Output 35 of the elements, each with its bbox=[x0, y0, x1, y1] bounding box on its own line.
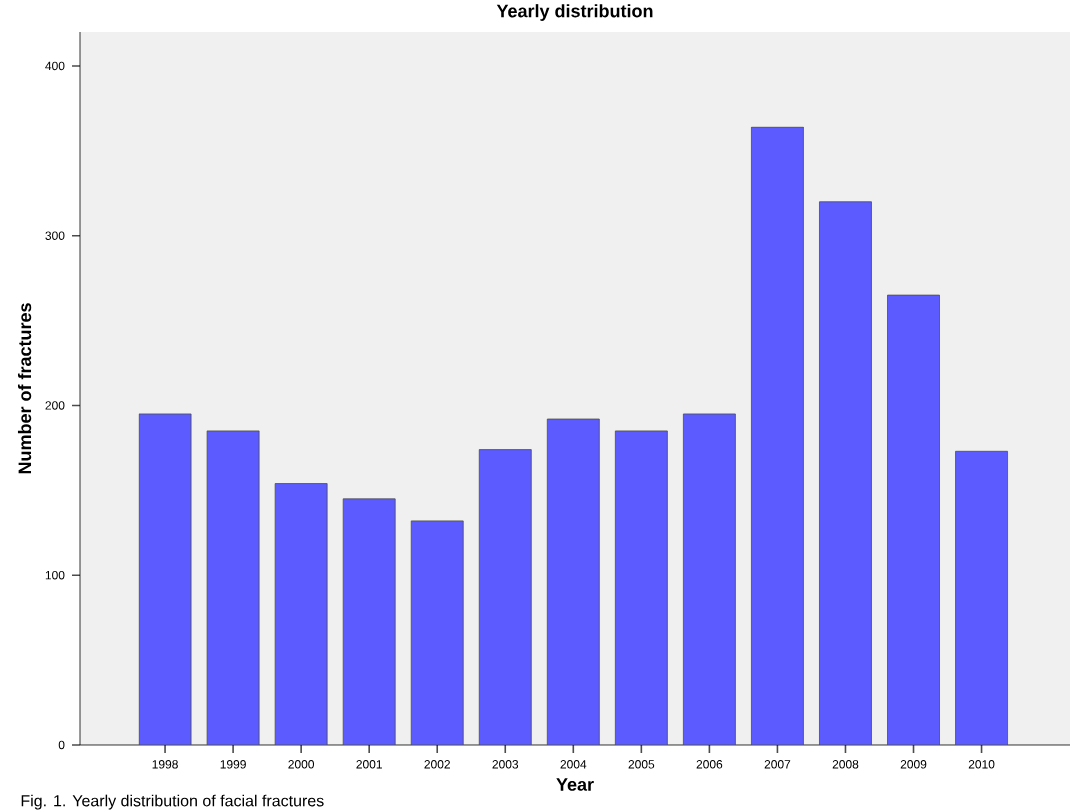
bar bbox=[342, 498, 396, 745]
x-tick-label: 2001 bbox=[356, 760, 382, 769]
x-tick-label: 2000 bbox=[288, 760, 315, 769]
y-tick-label: 400 bbox=[45, 61, 65, 71]
y-axis-title: Number of fractures bbox=[17, 303, 32, 474]
bar bbox=[410, 520, 464, 745]
x-tick-label: 2002 bbox=[424, 760, 450, 769]
x-tick-label: 1998 bbox=[152, 760, 178, 769]
chart-title: Yearly distribution bbox=[496, 4, 653, 21]
x-axis-title: Year bbox=[556, 778, 594, 791]
bar bbox=[751, 126, 804, 745]
y-tick-label: 100 bbox=[45, 570, 65, 580]
y-tick-label: 0 bbox=[58, 740, 65, 750]
x-tick-label: 2008 bbox=[832, 760, 859, 769]
bar bbox=[819, 201, 872, 745]
caption: Fig. 1. Yearly distribution of facial fractures bbox=[21, 794, 324, 810]
bar bbox=[682, 413, 736, 745]
bar bbox=[614, 430, 668, 745]
bar bbox=[274, 483, 328, 745]
y-tick-label: 200 bbox=[45, 401, 65, 410]
x-tick-label: 2006 bbox=[696, 760, 723, 769]
bar bbox=[478, 449, 532, 745]
x-tick-label: 2004 bbox=[560, 760, 587, 769]
bar bbox=[887, 294, 940, 745]
x-tick-label: 2005 bbox=[628, 760, 655, 769]
x-tick-label: 2003 bbox=[492, 760, 519, 769]
y-tick-label: 300 bbox=[45, 231, 65, 240]
x-tick-label: 2007 bbox=[764, 760, 791, 769]
x-tick-label: 1999 bbox=[220, 760, 246, 769]
x-tick-label: 2009 bbox=[900, 760, 927, 769]
bar bbox=[206, 430, 260, 745]
x-tick-label: 2010 bbox=[968, 760, 995, 769]
bar bbox=[955, 450, 1008, 745]
bar bbox=[138, 413, 192, 745]
bar bbox=[546, 418, 600, 745]
